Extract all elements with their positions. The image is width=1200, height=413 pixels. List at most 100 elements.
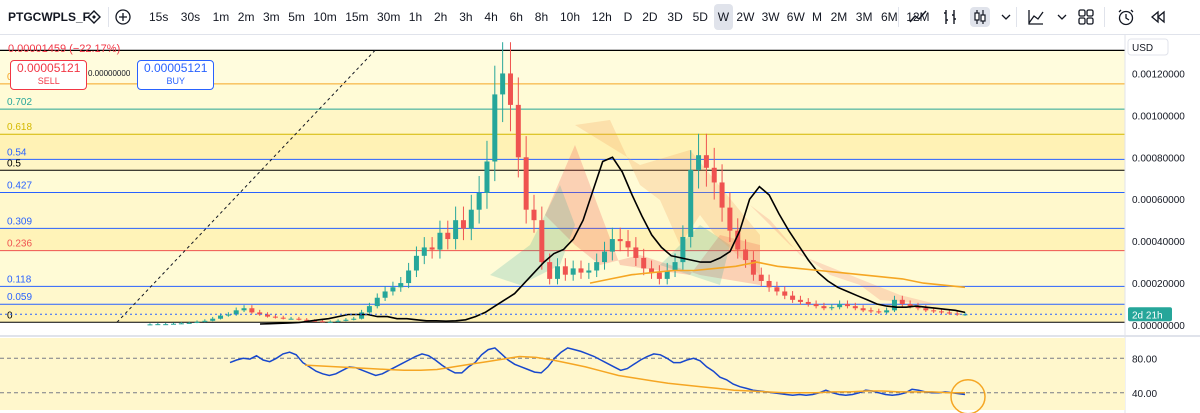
timeframe-5d[interactable]: 5D [692,10,708,24]
buy-button[interactable]: 0.00005121 BUY [137,60,215,90]
price-tick: 0.00000000 [1132,321,1185,332]
candle [186,322,192,324]
price-chart[interactable]: 0.7860.7020.6180.540.50.4270.3090.2360.1… [0,35,1200,413]
toolbar-divider [1016,7,1017,27]
timeframe-6h[interactable]: 6h [509,10,523,24]
candle [210,318,216,321]
currency-label: USD [1132,43,1153,54]
candle [257,312,263,315]
currency-button[interactable] [1127,38,1169,56]
candle [735,230,741,250]
timeframe-1m[interactable]: 1m [212,10,230,24]
candle [923,308,929,311]
candle [750,260,756,275]
alert-clock-icon[interactable] [1116,7,1136,27]
candle [288,318,294,320]
price-tick: 0.00080000 [1132,153,1185,164]
timeframe-3m[interactable]: 3M [855,10,873,24]
timeframe-2h[interactable]: 2h [434,10,448,24]
candle [241,308,247,311]
layout-grid-icon[interactable] [1076,7,1096,27]
candle [790,295,796,300]
timeframe-3h[interactable]: 3h [459,10,473,24]
bar-chart-icon[interactable] [940,7,960,27]
timeframe-5m[interactable]: 5m [288,10,305,24]
timeframe-6w[interactable]: 6W [786,10,805,24]
timeframe-15s[interactable]: 15s [149,10,169,24]
timeframe-w[interactable]: W [713,4,734,30]
timeframe-2d[interactable]: 2D [642,10,658,24]
candle [625,241,631,248]
timeframe-10h[interactable]: 10h [560,10,581,24]
timeframe-15m[interactable]: 15m [345,10,369,24]
rsi-tick: 40.00 [1132,389,1157,400]
timeframe-6m[interactable]: 6M [881,10,898,24]
candle [837,304,843,308]
candle [374,297,380,307]
timeframe-3w[interactable]: 3W [761,10,780,24]
timeframe-30s[interactable]: 30s [180,10,201,24]
timeframe-m[interactable]: M [812,10,822,24]
watchlist-diamond-icon[interactable] [84,7,104,27]
timeframe-3m[interactable]: 3m [263,10,280,24]
timeframe-4h[interactable]: 4h [484,10,498,24]
candle [421,247,427,256]
fib-band [0,170,1125,193]
candle [758,274,764,281]
candle [805,301,811,305]
candle [547,262,553,279]
candle [163,324,169,326]
indicators-icon[interactable] [1026,7,1046,27]
candle [813,304,819,307]
sell-button[interactable]: 0.00005121 SELL [10,60,88,90]
candle [429,247,435,250]
candle [954,313,960,315]
candles-icon[interactable] [970,7,990,27]
candle [766,280,772,288]
chart-area[interactable]: 0.7860.7020.6180.540.50.4270.3090.2360.1… [0,35,1200,413]
candle [500,73,506,95]
candle [719,182,725,208]
candle [907,304,913,307]
spread-value: 0.00000000 [88,69,131,78]
candle [406,270,412,284]
cloud-green [490,185,575,285]
add-compare-icon[interactable] [113,7,133,27]
chevron-down-icon[interactable] [1052,7,1067,27]
candle [413,255,419,271]
sell-label: SELL [37,76,60,86]
rsi-background [0,338,1125,410]
timeframe-2w[interactable]: 2W [736,10,755,24]
fib-band [0,304,1125,323]
candle [938,311,944,313]
candle [821,306,827,309]
ma-line [259,156,966,325]
timeframe-8h[interactable]: 8h [534,10,549,24]
candle [366,306,372,313]
timeframe-1h[interactable]: 1h [408,10,423,24]
timeframe-d[interactable]: D [623,10,633,24]
candle [194,321,200,323]
fib-band [0,286,1125,305]
candle [594,262,600,271]
timeframe-3d[interactable]: 3D [667,10,683,24]
line-chart-icon[interactable] [908,7,928,27]
replay-icon[interactable] [1148,7,1168,27]
long-ma-line [589,261,966,289]
candle [727,207,733,231]
timeframe-10m[interactable]: 10m [313,10,337,24]
fib-band [0,250,1125,287]
timeframe-12h[interactable]: 12h [591,10,612,24]
fib-label: 0.059 [7,292,32,303]
symbol-button[interactable]: PTGCWPLS_F [8,10,91,24]
candle [460,220,466,229]
candle [868,310,874,312]
timeframe-2m[interactable]: 2m [237,10,255,24]
candle [609,239,615,252]
chevron-down-icon[interactable] [996,7,1011,27]
candle [860,308,866,311]
price-tick: 0.00060000 [1132,195,1185,206]
timeframe-30m[interactable]: 30m [377,10,401,24]
timeframe-2m[interactable]: 2M [830,10,848,24]
candle [233,310,239,315]
